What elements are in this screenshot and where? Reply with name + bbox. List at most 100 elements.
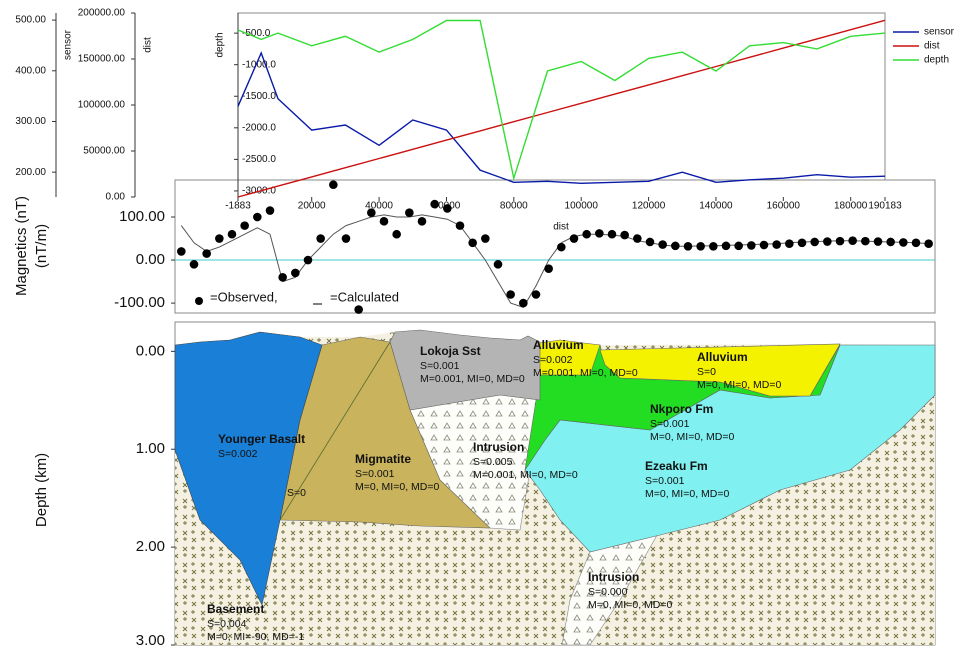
body-property: S=0.002 — [533, 354, 573, 366]
observed-point — [911, 238, 921, 248]
observed-point — [835, 236, 845, 246]
observed-point — [291, 268, 300, 278]
observed-point — [481, 234, 490, 243]
body-property: M=0.001, MI=0, MD=0 — [473, 469, 578, 481]
y-tick-label: 3.00 — [136, 632, 165, 648]
body-name: Intrusion — [473, 440, 524, 454]
observed-point — [557, 242, 566, 252]
y-tick-label: 100.00 — [119, 208, 165, 225]
y-tick-label: -100.00 — [114, 294, 165, 311]
observed-point — [607, 229, 617, 239]
y-axis-title: Depth (km) — [33, 453, 50, 527]
body-property: S=0.000 — [588, 586, 628, 598]
observed-point — [633, 234, 642, 243]
body-property: M=0, MI=-90, MD=-1 — [207, 631, 304, 643]
x-tick-label: 140000 — [699, 201, 733, 212]
body-name: Alluvium — [533, 338, 584, 352]
body-property: M=0.001, MI=0, MD=0 — [533, 367, 638, 379]
legend-label: =Observed, — [210, 289, 278, 304]
observed-point — [772, 240, 781, 249]
body-property: S=0.001 — [420, 360, 460, 372]
x-tick-label: 160000 — [767, 201, 801, 212]
body-property: S=0 — [697, 366, 716, 378]
y-tick-label: 400.00 — [15, 65, 46, 76]
body-name: Basement — [207, 602, 264, 616]
observed-point — [392, 229, 401, 239]
observed-point — [848, 236, 857, 245]
observed-point — [417, 217, 427, 226]
lokoja-body — [389, 329, 541, 411]
observed-point — [658, 240, 667, 249]
series-line — [237, 19, 886, 198]
observed-point — [873, 237, 883, 246]
observed-point — [278, 272, 287, 282]
observed-point — [747, 241, 756, 250]
cross-section — [174, 321, 936, 646]
observed-point — [367, 208, 376, 218]
y-tick-label: -2000.0 — [242, 122, 276, 133]
observed-point — [519, 298, 528, 308]
observed-point — [303, 255, 313, 265]
x-tick-label: 190183 — [868, 201, 902, 212]
observed-point — [595, 229, 604, 238]
observed-point — [899, 238, 908, 247]
legend-label: =Calculated — [330, 289, 399, 304]
series-line — [237, 51, 886, 185]
observed-point — [253, 212, 262, 222]
observed-point — [683, 241, 693, 251]
body-boundary — [279, 341, 391, 521]
body-property: M=0.001, MI=0, MD=0 — [420, 373, 525, 385]
observed-point — [569, 234, 579, 243]
x-tick-label: -1883 — [225, 201, 251, 212]
body-property: M=0, MI=0, MD=0 — [355, 481, 439, 493]
y-tick-label: 100000.00 — [78, 100, 126, 111]
y-axis-title: dist — [143, 37, 154, 53]
observed-point — [455, 221, 465, 230]
observed-point — [227, 229, 237, 239]
body-property: S=0.001 — [645, 475, 685, 487]
y-tick-label: 150000.00 — [78, 54, 126, 65]
body-property: S=0.001 — [650, 418, 690, 430]
observed-point — [329, 180, 338, 190]
x-tick-label: 20000 — [298, 201, 326, 212]
observed-point — [265, 206, 275, 215]
observed-point — [544, 264, 553, 273]
y-tick-label: 1.00 — [136, 440, 165, 457]
y-tick-label: 2.00 — [136, 538, 165, 555]
plot-frame — [174, 179, 936, 314]
y-tick-label: 50000.00 — [83, 146, 125, 157]
observed-point — [810, 237, 819, 247]
y-tick-label: 0.00 — [106, 192, 126, 203]
x-tick-label: 180000 — [834, 201, 868, 212]
y-tick-label: -1500.0 — [242, 91, 276, 102]
observed-point — [341, 234, 351, 243]
observed-point — [620, 230, 629, 240]
observed-point — [823, 237, 832, 246]
body-property: S=0.005 — [473, 456, 513, 468]
body-name: Intrusion — [588, 570, 639, 584]
y-axis-title: sensor — [63, 29, 74, 60]
body-name: Alluvium — [697, 350, 748, 364]
observed-point — [582, 229, 591, 239]
observed-point — [354, 305, 363, 314]
observed-point — [734, 241, 743, 251]
x-tick-label: 80000 — [500, 201, 528, 212]
y-tick-label: -2500.0 — [242, 154, 276, 165]
observed-point — [759, 240, 769, 250]
basalt-body — [174, 331, 323, 606]
body-property: M=0, MI=0, MD=0 — [588, 599, 672, 611]
legend-swatch — [195, 297, 203, 305]
x-tick-label: 120000 — [632, 201, 666, 212]
y-tick-label: 300.00 — [15, 116, 46, 127]
y-axis-title: Magnetics (nT) — [13, 196, 30, 296]
body-name: Nkporo Fm — [650, 402, 713, 416]
observed-point — [924, 239, 933, 249]
y-tick-label: 0.00 — [136, 342, 165, 359]
legend-label: sensor — [924, 27, 955, 38]
observed-point — [886, 237, 895, 247]
body-property: M=0, MI=0, MD=0 — [697, 379, 781, 391]
observed-point — [177, 247, 186, 256]
observed-point — [189, 260, 199, 269]
observed-point — [316, 234, 325, 243]
observed-point — [785, 239, 794, 249]
